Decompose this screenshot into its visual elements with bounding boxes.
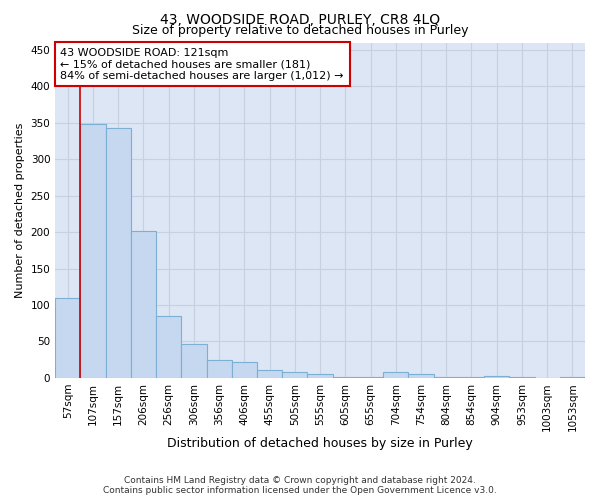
Bar: [257, 370, 282, 378]
Text: Contains HM Land Registry data © Crown copyright and database right 2024.
Contai: Contains HM Land Registry data © Crown c…: [103, 476, 497, 495]
Bar: [55, 298, 80, 378]
Y-axis label: Number of detached properties: Number of detached properties: [15, 122, 25, 298]
Bar: [409, 374, 434, 378]
Bar: [459, 377, 484, 378]
Bar: [206, 360, 232, 378]
Bar: [434, 377, 459, 378]
Bar: [307, 374, 332, 378]
Bar: [383, 372, 409, 378]
Bar: [80, 124, 106, 378]
Bar: [484, 376, 509, 378]
X-axis label: Distribution of detached houses by size in Purley: Distribution of detached houses by size …: [167, 437, 473, 450]
Bar: [106, 128, 131, 378]
Bar: [156, 316, 181, 378]
Bar: [131, 230, 156, 378]
Bar: [560, 377, 585, 378]
Bar: [332, 377, 358, 378]
Bar: [232, 362, 257, 378]
Bar: [181, 344, 206, 378]
Bar: [358, 377, 383, 378]
Text: Size of property relative to detached houses in Purley: Size of property relative to detached ho…: [132, 24, 468, 37]
Text: 43 WOODSIDE ROAD: 121sqm
← 15% of detached houses are smaller (181)
84% of semi-: 43 WOODSIDE ROAD: 121sqm ← 15% of detach…: [61, 48, 344, 80]
Bar: [509, 377, 535, 378]
Bar: [282, 372, 307, 378]
Text: 43, WOODSIDE ROAD, PURLEY, CR8 4LQ: 43, WOODSIDE ROAD, PURLEY, CR8 4LQ: [160, 12, 440, 26]
